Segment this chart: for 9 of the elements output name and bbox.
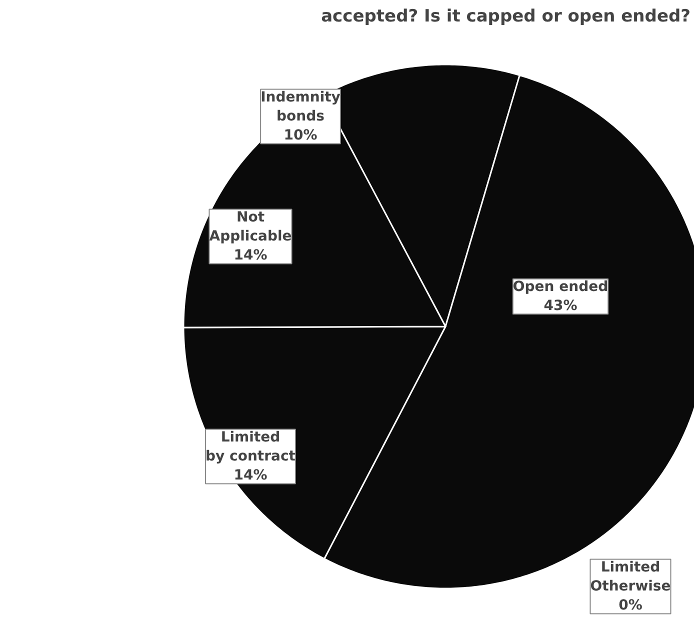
category-label: Limited Otherwise: [590, 559, 671, 594]
slice-label: Open ended: [512, 278, 608, 295]
data-label: 14%: [234, 248, 268, 264]
data-label: 14%: [234, 468, 268, 484]
data-label: 10%: [284, 128, 318, 144]
data-label: 43%: [544, 298, 578, 314]
slice-label: Indemnity bonds: [260, 89, 340, 124]
chart-title: accepted? Is it capped or open ended?: [321, 6, 691, 26]
text: 0%: [618, 598, 642, 614]
